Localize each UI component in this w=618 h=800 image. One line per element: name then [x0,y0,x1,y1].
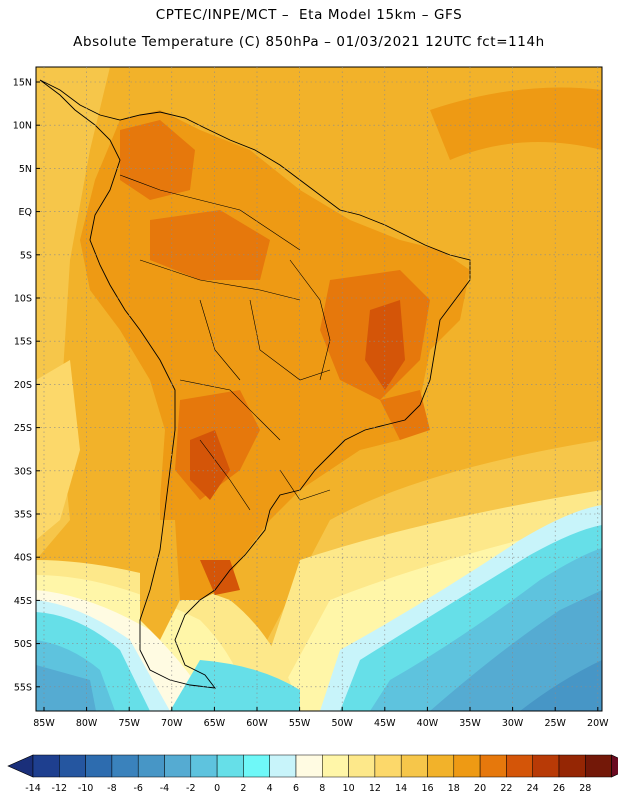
lat-label: 25S [14,423,32,434]
colorbar-swatch [427,754,455,778]
colorbar-swatch [295,754,323,778]
lat-label: 30S [14,466,32,477]
colorbar-label: -4 [160,783,169,794]
colorbar-label: 24 [527,783,539,794]
colorbar-swatch [532,754,560,778]
colorbar-swatch [506,754,533,778]
latitude-labels: 15N 10N 5N EQ 5S 10S 15S 20S 25S 30S 35S 40S 45S 50S 5… [13,78,40,693]
lon-label: 60W [246,718,268,729]
lon-label: 80W [76,718,98,729]
temperature-field [36,67,602,711]
colorbar-swatch [453,754,481,778]
colorbar-label: -6 [133,783,142,794]
lon-label: 35W [459,718,481,729]
longitude-labels: 85W 80W 75W 70W 65W 60W 55W 50W 45W 40W 35W 30W 25W 2… [33,707,609,729]
lat-label: 55S [14,682,32,693]
colorbar-label: 12 [369,783,381,794]
colorbar-swatch [374,754,402,778]
colorbar-label: 4 [267,783,273,794]
country-borders [119,174,331,511]
lat-label: 10N [13,121,32,132]
coastline [39,79,471,689]
colorbar-label: 22 [500,783,512,794]
colorbar-swatch [243,754,270,778]
lon-label: 55W [289,718,311,729]
colorbar-swatch [137,754,165,778]
colorbar-swatch [190,754,218,778]
map-title-line1: CPTEC/INPE/MCT – Eta Model 15km – GFS [155,7,463,23]
colorbar-label: -12 [52,783,68,794]
graticule [36,67,602,711]
lat-label: 15N [13,78,32,89]
lon-label: 75W [118,718,140,729]
colorbar-swatch [400,754,428,778]
colorbar-swatch [164,754,192,778]
lon-label: 40W [417,718,439,729]
lon-label: 20W [587,718,609,729]
colorbar-label: 8 [319,783,325,794]
colorbar-label: -8 [107,783,116,794]
lon-label: 30W [502,718,524,729]
colorbar-label: -14 [25,783,41,794]
map-title-line2: Absolute Temperature (C) 850hPa – 01/03/… [73,34,545,50]
colorbar-swatch [322,754,349,778]
colorbar-swatch [216,754,244,778]
colorbar-label: 2 [240,783,246,794]
lon-label: 85W [33,718,55,729]
colorbar-label: -2 [186,783,195,794]
colorbar-swatch [111,754,139,778]
colorbar-swatch [85,754,113,778]
lat-label: 15S [14,337,32,348]
colorbar-label: 16 [421,783,433,794]
colorbar-label: 20 [474,783,486,794]
colorbar-label: 28 [579,783,591,794]
colorbar-label: 0 [214,783,220,794]
lat-label: 20S [14,380,32,391]
lat-label: 40S [14,553,32,564]
colorbar-swatch [32,754,60,778]
colorbar-label: 18 [448,783,460,794]
lat-label: 5N [19,164,32,175]
lon-label: 50W [331,718,353,729]
lat-label: 35S [14,510,32,521]
colorbar-max-arrow [611,754,618,778]
colorbar-label: 26 [553,783,565,794]
plot-frame [35,66,603,712]
colorbar-swatch [479,754,507,778]
colorbar-swatch [558,754,586,778]
colorbar-label: 6 [293,783,299,794]
lon-label: 25W [544,718,566,729]
lat-label: EQ [19,207,32,218]
lat-label: 50S [14,639,32,650]
colorbar-label: -10 [78,783,94,794]
colorbar-min-arrow [7,754,34,778]
lat-label: 10S [14,294,32,305]
lat-label: 45S [14,596,32,607]
colorbar-swatch [59,754,86,778]
colorbar-swatch [269,754,297,778]
lon-label: 65W [204,718,226,729]
colorbar-swatch [585,754,612,778]
colorbar: -14 -12 -10 -8 -6 -4 -2 0 2 4 6 8 10 12 14 16 18 20 22 24 26… [7,754,618,794]
lat-label: 5S [20,250,32,261]
lon-label: 45W [374,718,396,729]
colorbar-swatch [348,754,376,778]
lon-label: 70W [161,718,183,729]
colorbar-label: 14 [395,783,407,794]
colorbar-label: 10 [343,783,355,794]
